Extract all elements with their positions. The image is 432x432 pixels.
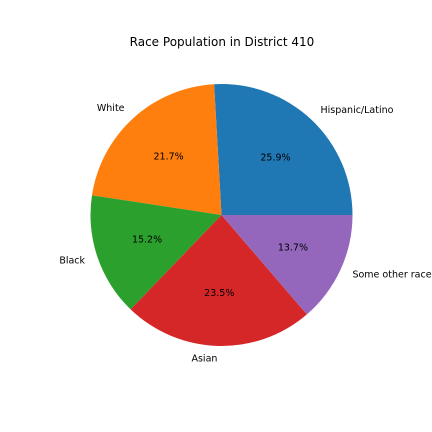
pie-slices [90, 84, 353, 346]
slice-label-some-other-race: Some other race [352, 270, 431, 281]
slice-label-black: Black [59, 256, 85, 267]
pie-slice-black [90, 195, 222, 310]
slice-label-asian: Asian [191, 354, 217, 365]
slice-percent-some-other-race: 13.7% [278, 242, 308, 253]
slice-label-hispanic-latino: Hispanic/Latino [320, 105, 393, 116]
slice-percent-white: 21.7% [154, 151, 184, 162]
slice-percent-black: 15.2% [132, 235, 162, 246]
pie-slice-some-other-race [221, 215, 353, 315]
pie-slice-asian [130, 215, 307, 346]
chart-title: Race Population in District 410 [130, 35, 315, 49]
pie-slice-hispanic-latino [214, 84, 353, 215]
slice-percent-hispanic-latino: 25.9% [260, 152, 290, 163]
pie-labels: Hispanic/Latino 25.9% White 21.7% Black 15.2%… [59, 103, 431, 365]
slice-percent-asian: 23.5% [204, 288, 234, 299]
pie-slice-white [91, 84, 222, 215]
slice-label-white: White [97, 103, 125, 114]
